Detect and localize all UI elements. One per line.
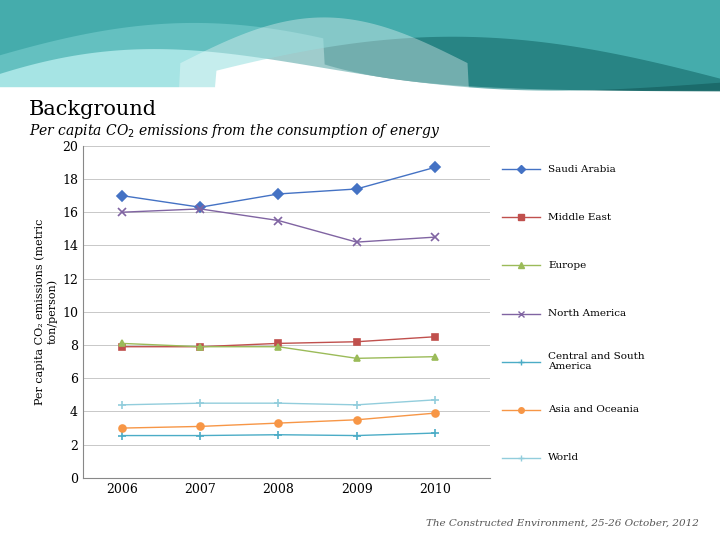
Y-axis label: Per capita CO₂ emissions (metric
ton/person): Per capita CO₂ emissions (metric ton/per… bbox=[35, 219, 58, 405]
Text: Asia and Oceania: Asia and Oceania bbox=[549, 406, 639, 414]
Text: Per capita CO$_2$ emissions from the consumption of energy: Per capita CO$_2$ emissions from the con… bbox=[29, 122, 440, 139]
Text: North America: North America bbox=[549, 309, 626, 318]
Polygon shape bbox=[0, 0, 720, 91]
Text: The Constructed Environment, 25-26 October, 2012: The Constructed Environment, 25-26 Octob… bbox=[426, 519, 698, 528]
Text: Saudi Arabia: Saudi Arabia bbox=[549, 165, 616, 173]
Polygon shape bbox=[0, 0, 720, 91]
Text: Middle East: Middle East bbox=[549, 213, 611, 222]
Polygon shape bbox=[0, 17, 720, 92]
Text: Central and South
America: Central and South America bbox=[549, 352, 645, 371]
Text: Background: Background bbox=[29, 100, 157, 119]
Text: Europe: Europe bbox=[549, 261, 587, 270]
Text: World: World bbox=[549, 454, 580, 462]
Polygon shape bbox=[0, 0, 720, 87]
